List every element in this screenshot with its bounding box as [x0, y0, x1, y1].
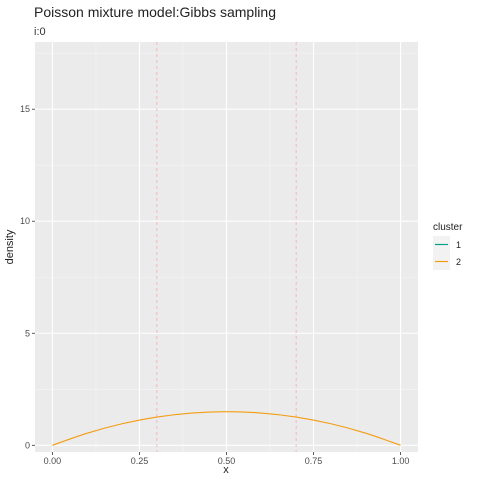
- y-tick-label: 15: [20, 104, 30, 114]
- y-tick-label: 10: [20, 216, 30, 226]
- x-axis-label: x: [223, 464, 229, 476]
- x-tick-label: 0.25: [131, 456, 149, 466]
- x-tick-label: 0.50: [218, 456, 236, 466]
- legend-label-cluster-2: 2: [456, 257, 461, 267]
- x-axis-ticks: 0.00 0.25 0.50 0.75 1.00: [44, 452, 410, 466]
- series-layer: [52, 411, 401, 446]
- major-gridlines: [35, 42, 418, 452]
- legend: cluster 1 2: [433, 222, 463, 270]
- legend-label-cluster-1: 1: [456, 240, 461, 250]
- chart-title: Poisson mixture model:Gibbs sampling: [34, 4, 276, 20]
- legend-title: cluster: [433, 222, 463, 233]
- x-tick-label: 1.00: [392, 456, 410, 466]
- y-tick-label: 5: [25, 328, 30, 338]
- series-line-cluster-2: [52, 411, 401, 446]
- reference-lines: [156, 42, 297, 452]
- y-axis-label: density: [4, 229, 16, 264]
- x-tick-label: 0.75: [305, 456, 323, 466]
- chart-subtitle: i:0: [34, 26, 46, 38]
- x-tick-label: 0.00: [44, 456, 62, 466]
- y-tick-label: 0: [25, 440, 30, 450]
- y-axis-ticks: 0 5 10 15: [20, 104, 35, 450]
